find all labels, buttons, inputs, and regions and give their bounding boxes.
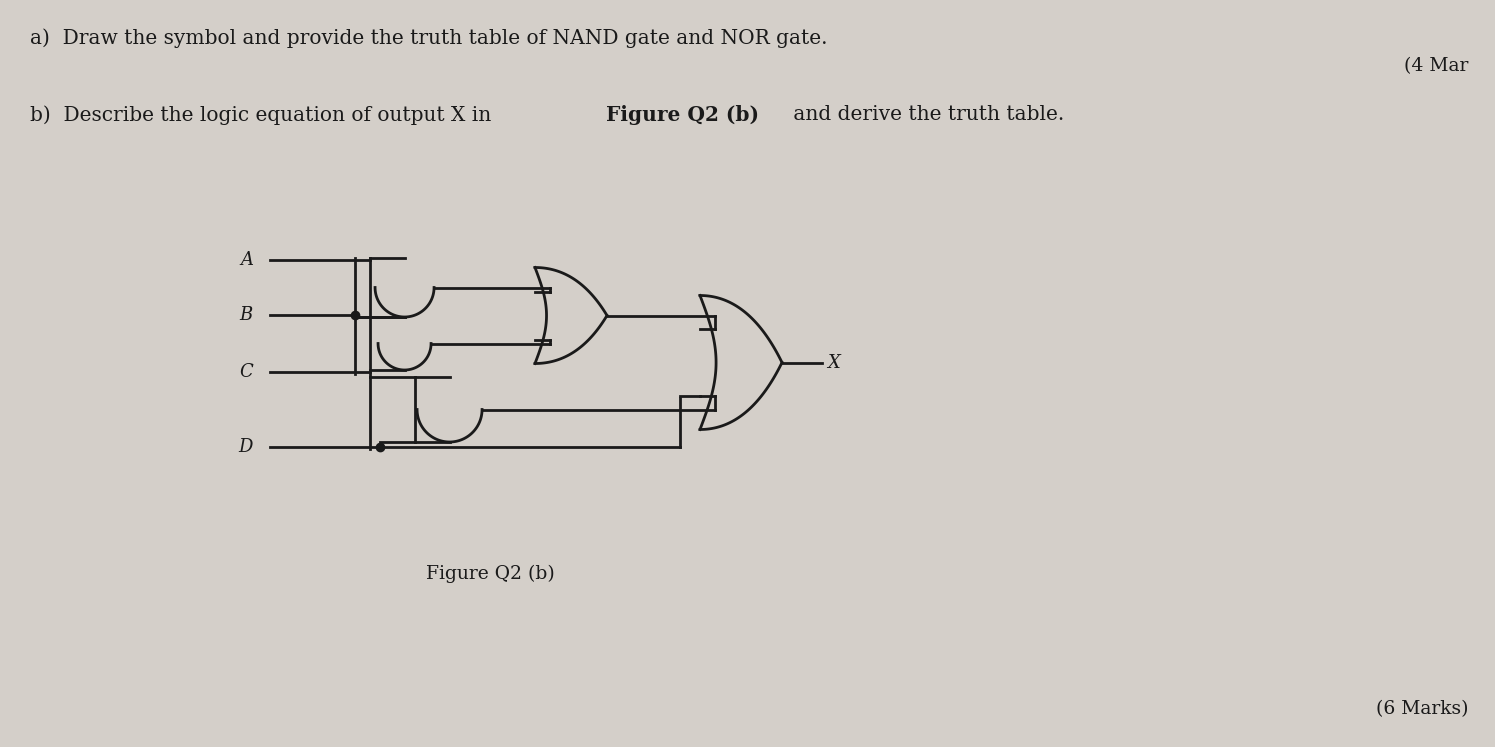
Text: a)  Draw the symbol and provide the truth table of NAND gate and NOR gate.: a) Draw the symbol and provide the truth… [30,28,828,48]
Text: X: X [827,353,840,371]
Text: (6 Marks): (6 Marks) [1375,700,1468,718]
Text: Figure Q2 (b): Figure Q2 (b) [605,105,759,125]
Text: C: C [239,363,253,381]
Text: D: D [239,438,253,456]
Text: (4 Mar: (4 Mar [1404,57,1468,75]
Text: and derive the truth table.: and derive the truth table. [786,105,1064,124]
Text: A: A [241,251,253,269]
Text: b)  Describe the logic equation of output X in: b) Describe the logic equation of output… [30,105,498,125]
Text: Figure Q2 (b): Figure Q2 (b) [426,565,555,583]
Text: B: B [239,306,253,324]
